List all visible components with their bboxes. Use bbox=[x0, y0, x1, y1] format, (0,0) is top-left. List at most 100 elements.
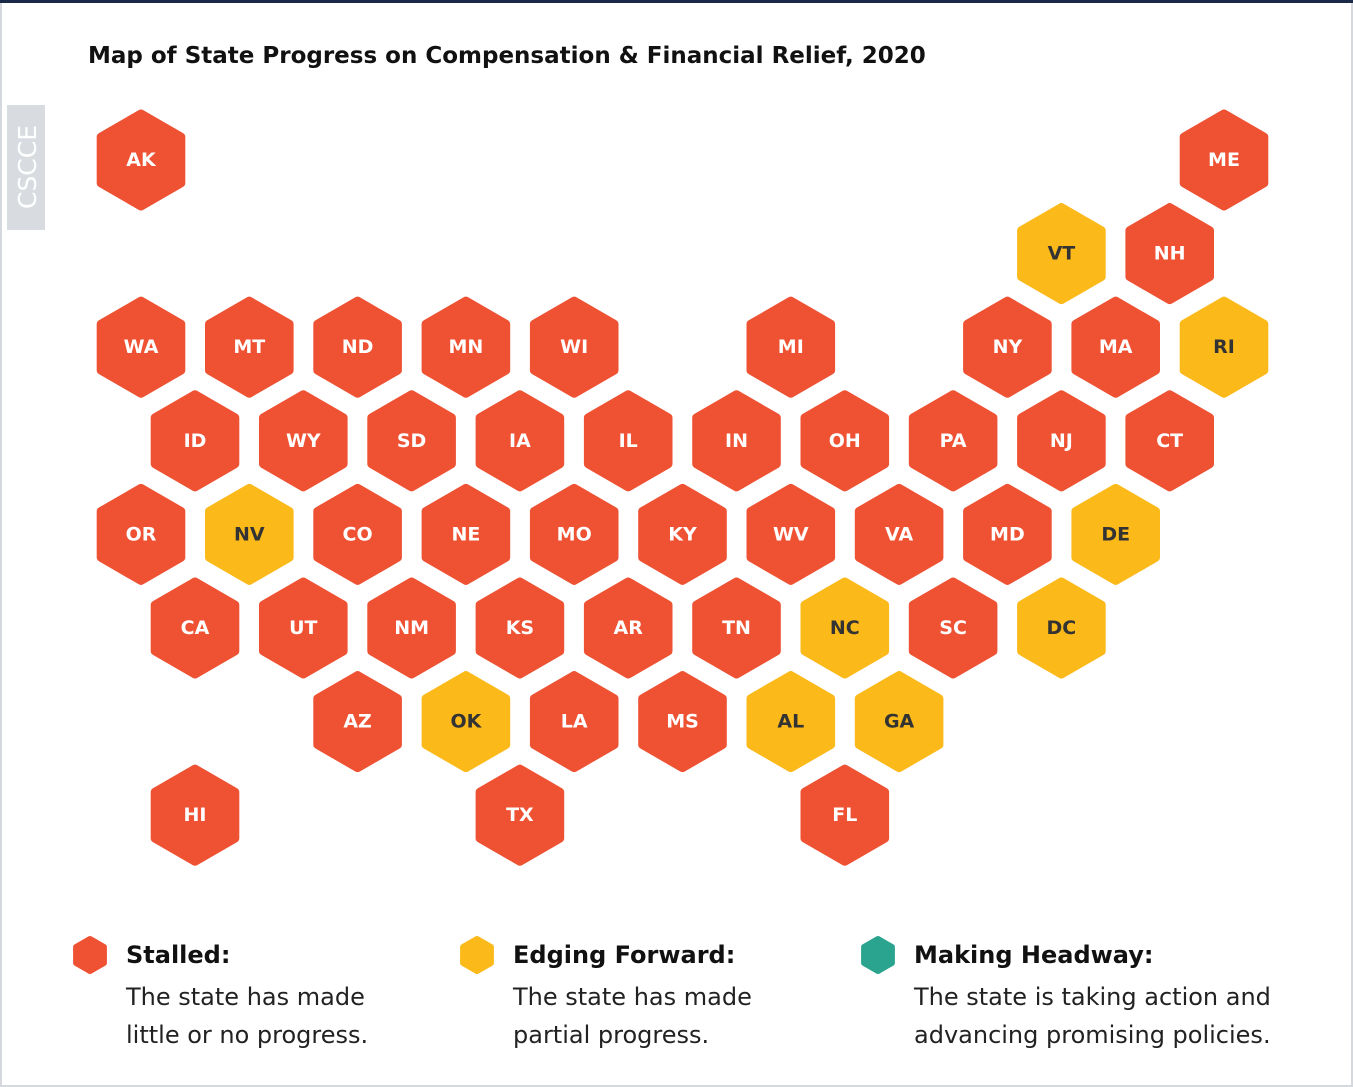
state-hex: WY bbox=[259, 390, 348, 492]
state-hex: LA bbox=[529, 671, 619, 773]
hex bbox=[800, 577, 890, 679]
state-hex: MO bbox=[529, 483, 619, 585]
state-hex: ND bbox=[313, 296, 402, 398]
state-label: MA bbox=[1099, 336, 1133, 358]
hex bbox=[1071, 296, 1160, 398]
state-label: AZ bbox=[343, 711, 371, 733]
state-label: MT bbox=[233, 336, 265, 358]
state-label: WA bbox=[124, 336, 159, 358]
hex bbox=[1071, 483, 1160, 585]
state-label: WI bbox=[560, 336, 588, 358]
state-label: ID bbox=[184, 430, 207, 452]
state-hex: NV bbox=[205, 483, 294, 585]
legend-description: advancing promising policies. bbox=[914, 1021, 1271, 1049]
hex bbox=[854, 671, 944, 773]
hex bbox=[638, 483, 727, 585]
state-hex: TX bbox=[475, 764, 565, 866]
hex bbox=[692, 577, 781, 679]
state-label: WY bbox=[286, 430, 321, 452]
hex bbox=[259, 390, 348, 492]
hex bbox=[1179, 109, 1269, 211]
state-hex: MS bbox=[638, 671, 727, 773]
watermark: CSCCE bbox=[13, 125, 42, 209]
state-label: PA bbox=[940, 430, 967, 452]
legend-name: Edging Forward: bbox=[513, 941, 735, 969]
hex bbox=[421, 296, 511, 398]
state-hex: WV bbox=[746, 483, 836, 585]
state-hex: VA bbox=[854, 483, 944, 585]
legend-name: Stalled: bbox=[126, 941, 230, 969]
state-hex: TN bbox=[692, 577, 781, 679]
state-hex: FL bbox=[800, 764, 890, 866]
state-hex: NC bbox=[800, 577, 890, 679]
state-hex: OH bbox=[800, 390, 890, 492]
hex bbox=[746, 296, 836, 398]
hex bbox=[475, 390, 565, 492]
state-hex: WA bbox=[96, 296, 186, 398]
legend-swatch bbox=[460, 936, 494, 974]
state-hex: ID bbox=[150, 390, 240, 492]
state-label: VA bbox=[885, 523, 913, 545]
state-label: AR bbox=[614, 617, 644, 639]
hex bbox=[1017, 203, 1106, 305]
hex bbox=[421, 671, 511, 773]
state-label: CT bbox=[1156, 430, 1183, 452]
state-hex: NH bbox=[1125, 203, 1214, 305]
state-hex: PA bbox=[908, 390, 998, 492]
hex bbox=[96, 296, 186, 398]
state-hex: NE bbox=[421, 483, 511, 585]
hex bbox=[150, 390, 240, 492]
state-hex: VT bbox=[1017, 203, 1106, 305]
hex bbox=[1017, 390, 1106, 492]
hex bbox=[205, 296, 294, 398]
state-label: UT bbox=[289, 617, 317, 639]
state-label: MD bbox=[990, 523, 1025, 545]
hex bbox=[1125, 203, 1214, 305]
state-label: AK bbox=[126, 149, 157, 171]
state-hex: NY bbox=[963, 296, 1052, 398]
hex bbox=[259, 577, 348, 679]
legend-swatch bbox=[73, 936, 107, 974]
state-hex: MD bbox=[963, 483, 1052, 585]
legend-description: partial progress. bbox=[513, 1021, 709, 1049]
hex bbox=[1179, 296, 1269, 398]
state-hex: CT bbox=[1125, 390, 1214, 492]
state-label: ME bbox=[1208, 149, 1240, 171]
state-label: OR bbox=[126, 523, 157, 545]
state-label: HI bbox=[184, 804, 207, 826]
legend-description: The state has made bbox=[512, 983, 752, 1011]
state-hex: ME bbox=[1179, 109, 1269, 211]
state-hex: NJ bbox=[1017, 390, 1106, 492]
state-hex: AZ bbox=[313, 671, 402, 773]
state-label: WV bbox=[773, 523, 809, 545]
state-label: NJ bbox=[1050, 430, 1073, 452]
state-hex: AL bbox=[746, 671, 836, 773]
state-label: KS bbox=[506, 617, 534, 639]
legend-name: Making Headway: bbox=[914, 941, 1154, 969]
legend: Stalled: The state has made little or no p… bbox=[73, 936, 1271, 1049]
state-label: DE bbox=[1101, 523, 1130, 545]
hex bbox=[1017, 577, 1106, 679]
state-hex: SC bbox=[908, 577, 998, 679]
hex bbox=[529, 483, 619, 585]
state-hex: DE bbox=[1071, 483, 1160, 585]
legend-description: little or no progress. bbox=[126, 1021, 368, 1049]
state-hex: CA bbox=[150, 577, 240, 679]
state-label: OH bbox=[829, 430, 861, 452]
state-hex: DC bbox=[1017, 577, 1106, 679]
hex bbox=[367, 390, 456, 492]
state-hex: AR bbox=[583, 577, 673, 679]
state-label: OK bbox=[450, 711, 482, 733]
state-label: VT bbox=[1048, 243, 1076, 265]
hex bbox=[963, 483, 1052, 585]
hex bbox=[313, 296, 402, 398]
legend-description: The state is taking action and bbox=[913, 983, 1271, 1011]
hex bbox=[421, 483, 511, 585]
state-hex: IL bbox=[583, 390, 673, 492]
hex bbox=[529, 671, 619, 773]
title: Map of State Progress on Compensation & … bbox=[88, 43, 926, 69]
state-label: CO bbox=[343, 523, 373, 545]
state-label: ND bbox=[342, 336, 374, 358]
hex bbox=[583, 577, 673, 679]
state-label: NE bbox=[451, 523, 480, 545]
